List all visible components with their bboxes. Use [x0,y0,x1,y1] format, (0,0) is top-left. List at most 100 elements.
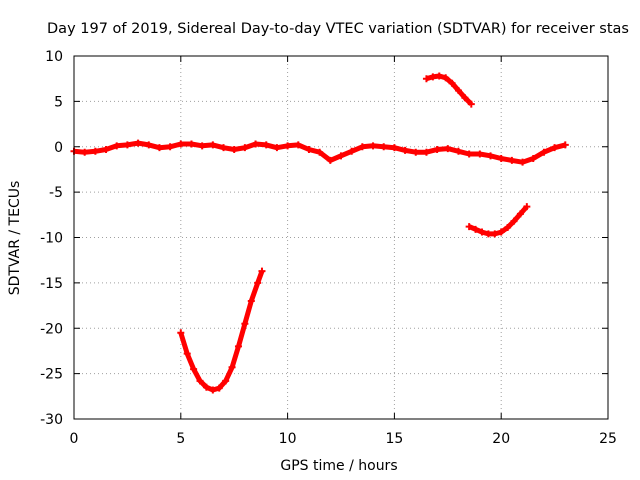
x-tick-label: 25 [599,431,617,447]
axis-ticks: 0 5 10 15 20 25 10 5 0 -5 -10 -15 -20 -25 -30 [40,49,617,447]
data-point [510,217,518,225]
data-point [523,203,531,211]
data-point [284,142,292,150]
data-point [305,145,313,153]
data-point [187,140,195,148]
data-point [422,148,430,156]
data-point [465,223,473,231]
data-point [155,144,163,152]
data-point [478,228,486,236]
data-point [454,86,462,94]
data-point [209,141,217,149]
data-point [433,145,441,153]
data-point [326,156,334,164]
data-point [435,72,443,80]
data-point [190,365,198,373]
data-point [380,143,388,151]
x-tick-label: 15 [385,431,403,447]
data-point [262,141,270,149]
grid-lines [74,56,608,419]
y-tick-label: 10 [45,49,63,65]
data-point [222,377,230,385]
data-point [529,155,537,163]
data-point [358,143,366,151]
data-point [230,145,238,153]
data-point [412,148,420,156]
y-tick-label: 5 [54,94,63,110]
data-point [444,145,452,153]
data-point [401,146,409,154]
data-point [467,100,475,108]
data-point [241,144,249,152]
data-point [476,150,484,158]
data-point [508,156,516,164]
data-point [465,150,473,158]
data-point [390,144,398,152]
y-axis-label: SDTVAR / TECUs [7,181,23,296]
data-point [429,73,437,81]
data-point [113,142,121,150]
y-tick-label: -20 [40,321,63,337]
x-axis-label: GPS time / hours [280,458,397,474]
data-point [540,148,548,156]
series-deep-negative-arc [178,270,265,393]
y-tick-label: -15 [40,276,63,292]
data-point [215,384,223,392]
data-point [442,74,450,82]
y-tick-label: -5 [49,185,63,201]
data-point [202,383,210,391]
data-point [183,350,191,358]
data-point [497,155,505,163]
data-point [497,228,505,236]
y-tick-label: 0 [54,140,63,156]
data-point [209,386,217,394]
x-tick-label: 0 [70,431,79,447]
data-point [254,279,262,287]
data-point [448,79,456,87]
x-tick-label: 10 [279,431,297,447]
data-point [348,147,356,155]
data-point [491,230,499,238]
data-point [123,141,131,149]
y-tick-label: -10 [40,231,63,247]
data-point [369,142,377,150]
data-point [504,224,512,232]
y-tick-label: -30 [40,412,63,428]
data-point [487,152,495,160]
data-point [241,320,249,328]
data-point [220,144,228,152]
data-series [70,72,569,394]
data-point [177,140,185,148]
data-point [516,210,524,218]
data-point [166,143,174,151]
data-point [454,147,462,155]
data-point [247,297,255,305]
data-point [177,329,185,337]
data-point [198,142,206,150]
data-point [91,147,99,155]
y-tick-label: -25 [40,367,63,383]
data-point [273,144,281,152]
data-point [102,145,110,153]
data-point [337,152,345,160]
data-point [561,141,569,149]
data-point [145,141,153,149]
data-point [258,267,266,275]
data-point [519,158,527,166]
data-point [316,148,324,156]
data-point [461,94,469,102]
data-point [134,139,142,147]
data-point [294,141,302,149]
data-point [234,342,242,350]
x-tick-label: 5 [176,431,185,447]
data-point [81,148,89,156]
data-point [196,377,204,385]
chart-title: Day 197 of 2019, Sidereal Day-to-day VTE… [47,21,629,37]
data-point [228,363,236,371]
x-tick-label: 20 [492,431,510,447]
data-point [551,144,559,152]
data-point [472,225,480,233]
data-point [484,230,492,238]
data-point [252,140,260,148]
